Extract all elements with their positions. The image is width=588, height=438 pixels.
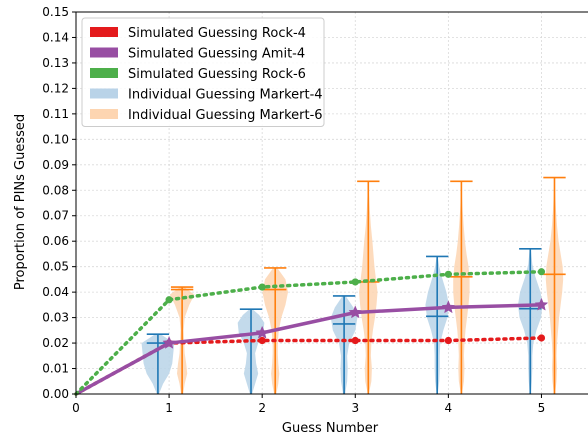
axes [75, 11, 588, 395]
legend-entry-label: Simulated Guessing Amit-4 [128, 47, 305, 62]
legend-swatch [90, 47, 118, 58]
y-tick-label: 0.04 [42, 285, 69, 299]
y-tick-label: 0.02 [42, 336, 69, 350]
y-tick-label: 0.00 [42, 387, 69, 401]
y-tick-label: 0.03 [42, 311, 69, 325]
legend-entry-label: Simulated Guessing Rock-4 [128, 26, 306, 41]
legend-swatch [90, 68, 118, 78]
series-line [74, 336, 544, 396]
y-axis-ticks: 0.00 0.01 0.02 0.03 0.04 0.05 0.06 0.07 0.08 0.09… [42, 5, 76, 401]
series-line [74, 270, 544, 396]
y-tick-label: 0.15 [42, 5, 69, 19]
series-lines [74, 268, 549, 396]
series-line [75, 303, 542, 396]
x-tick-label: 5 [538, 401, 546, 415]
series-point [351, 278, 359, 286]
legend-box [81, 17, 325, 127]
y-tick-label: 0.09 [42, 158, 69, 172]
series-point [444, 336, 452, 345]
y-tick-label: 0.05 [42, 260, 69, 274]
y-tick-label: 0.14 [42, 30, 69, 44]
series-point-star [441, 300, 456, 314]
series-point [537, 334, 546, 342]
series-point [444, 270, 452, 278]
legend-swatch [90, 109, 118, 119]
series-point [537, 268, 546, 276]
y-axis-label: Proportion of PINs Guessed [13, 114, 28, 290]
series-point-star [534, 297, 549, 311]
legend-entry-label: Simulated Guessing Rock-6 [128, 67, 306, 82]
x-tick-label: 0 [72, 401, 80, 415]
y-tick-label: 0.12 [42, 81, 69, 95]
legend-entry-label: Individual Guessing Markert-4 [128, 88, 323, 103]
series-point [258, 336, 266, 345]
x-axis-ticks: 0 1 2 3 4 5 [72, 394, 545, 415]
y-tick-label: 0.07 [42, 209, 69, 223]
legend-swatch [90, 27, 118, 37]
x-tick-label: 2 [258, 401, 266, 415]
y-tick-label: 0.08 [42, 183, 69, 197]
series-point [351, 336, 359, 345]
series-point-star [162, 335, 176, 349]
legend-swatch [90, 88, 118, 99]
x-tick-label: 3 [351, 401, 359, 415]
y-tick-label: 0.01 [42, 362, 69, 376]
y-tick-label: 0.06 [42, 234, 69, 248]
x-tick-label: 1 [165, 401, 173, 415]
legend-entry-label: Individual Guessing Markert-6 [128, 108, 323, 123]
y-tick-label: 0.13 [42, 56, 69, 70]
series-point [258, 283, 266, 291]
x-tick-label: 4 [445, 401, 453, 415]
legend: Simulated Guessing Rock-4 Simulated Guess… [81, 17, 325, 127]
series-point-star [255, 325, 269, 339]
y-tick-label: 0.10 [42, 132, 69, 146]
series-point-star [348, 305, 363, 319]
x-axis-label: Guess Number [282, 421, 379, 436]
series-point [165, 296, 173, 304]
y-tick-label: 0.11 [42, 107, 69, 121]
